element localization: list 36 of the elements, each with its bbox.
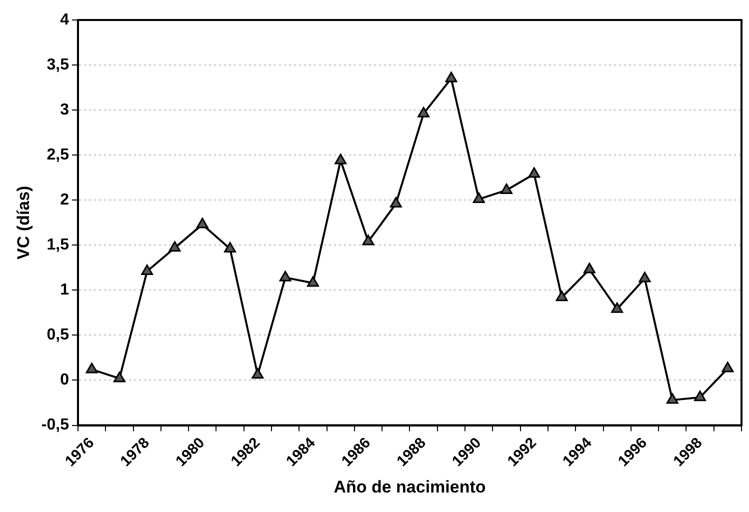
x-axis-title: Año de nacimiento (334, 477, 486, 496)
y-tick-label: 3 (60, 101, 70, 118)
y-tick-label: -0,5 (41, 416, 70, 434)
point (141, 264, 154, 276)
y-tick-label: 4 (60, 11, 70, 28)
y-axis-title: VC (días) (14, 186, 33, 260)
point (418, 106, 430, 118)
point (666, 393, 678, 404)
point (722, 362, 734, 372)
y-tick-label: 2,5 (46, 146, 70, 164)
point (611, 302, 624, 313)
y-tick-label: 3,5 (46, 56, 70, 74)
point (583, 262, 596, 274)
y-tick-label: 1 (60, 282, 70, 299)
point (390, 196, 402, 208)
point (113, 372, 126, 382)
point (196, 218, 208, 228)
point (279, 270, 292, 282)
point (252, 368, 264, 379)
point (86, 362, 98, 374)
point (528, 167, 540, 178)
y-tick-label: 2 (60, 192, 70, 209)
point (500, 183, 512, 194)
y-tick-label: 0 (60, 372, 70, 389)
point (472, 192, 485, 203)
point (334, 154, 347, 164)
point (362, 234, 374, 246)
point (445, 72, 458, 82)
point (168, 241, 181, 252)
y-tick-label: 0,5 (46, 326, 70, 344)
point (307, 276, 319, 287)
point (224, 242, 236, 253)
y-tick-label: 1,5 (46, 236, 70, 254)
point (556, 290, 568, 302)
point (694, 390, 706, 402)
point (638, 272, 651, 282)
